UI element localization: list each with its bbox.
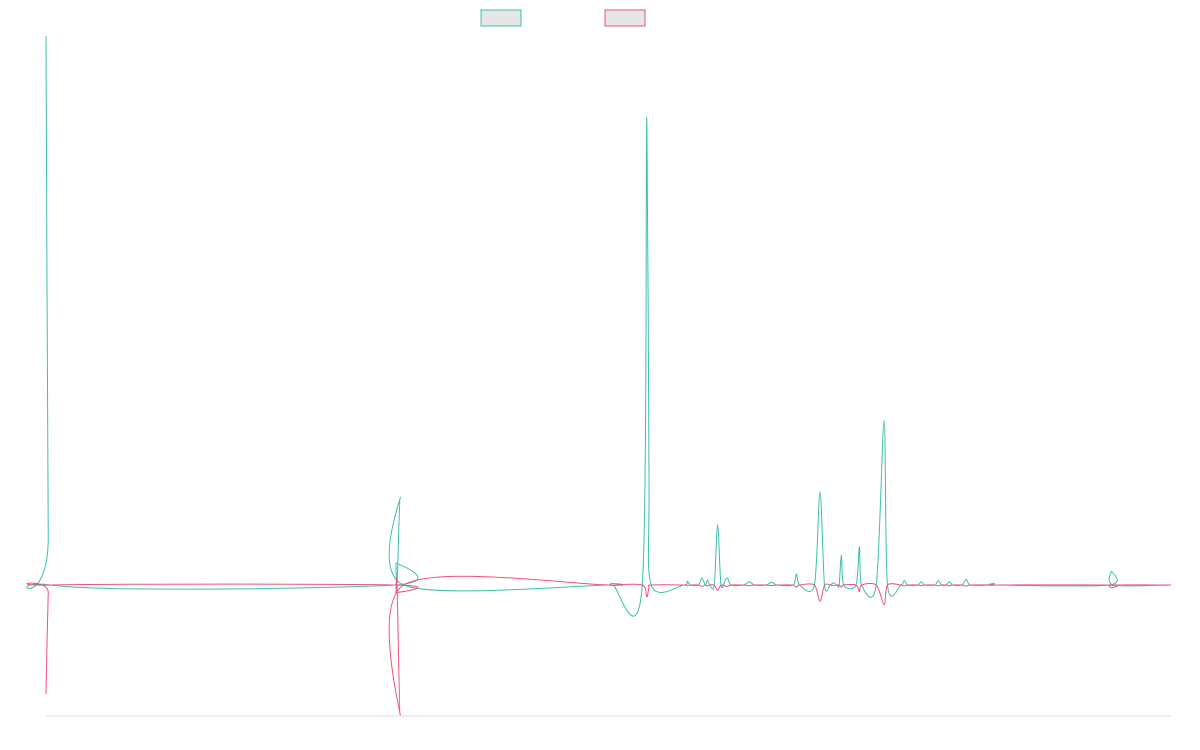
legend (480, 9, 646, 27)
legend-swatch-0[interactable] (480, 9, 522, 27)
series-line-1 (26, 575, 1172, 717)
series-layer (26, 35, 1172, 717)
series-line-0 (26, 35, 1172, 617)
legend-swatch-1[interactable] (604, 9, 646, 27)
